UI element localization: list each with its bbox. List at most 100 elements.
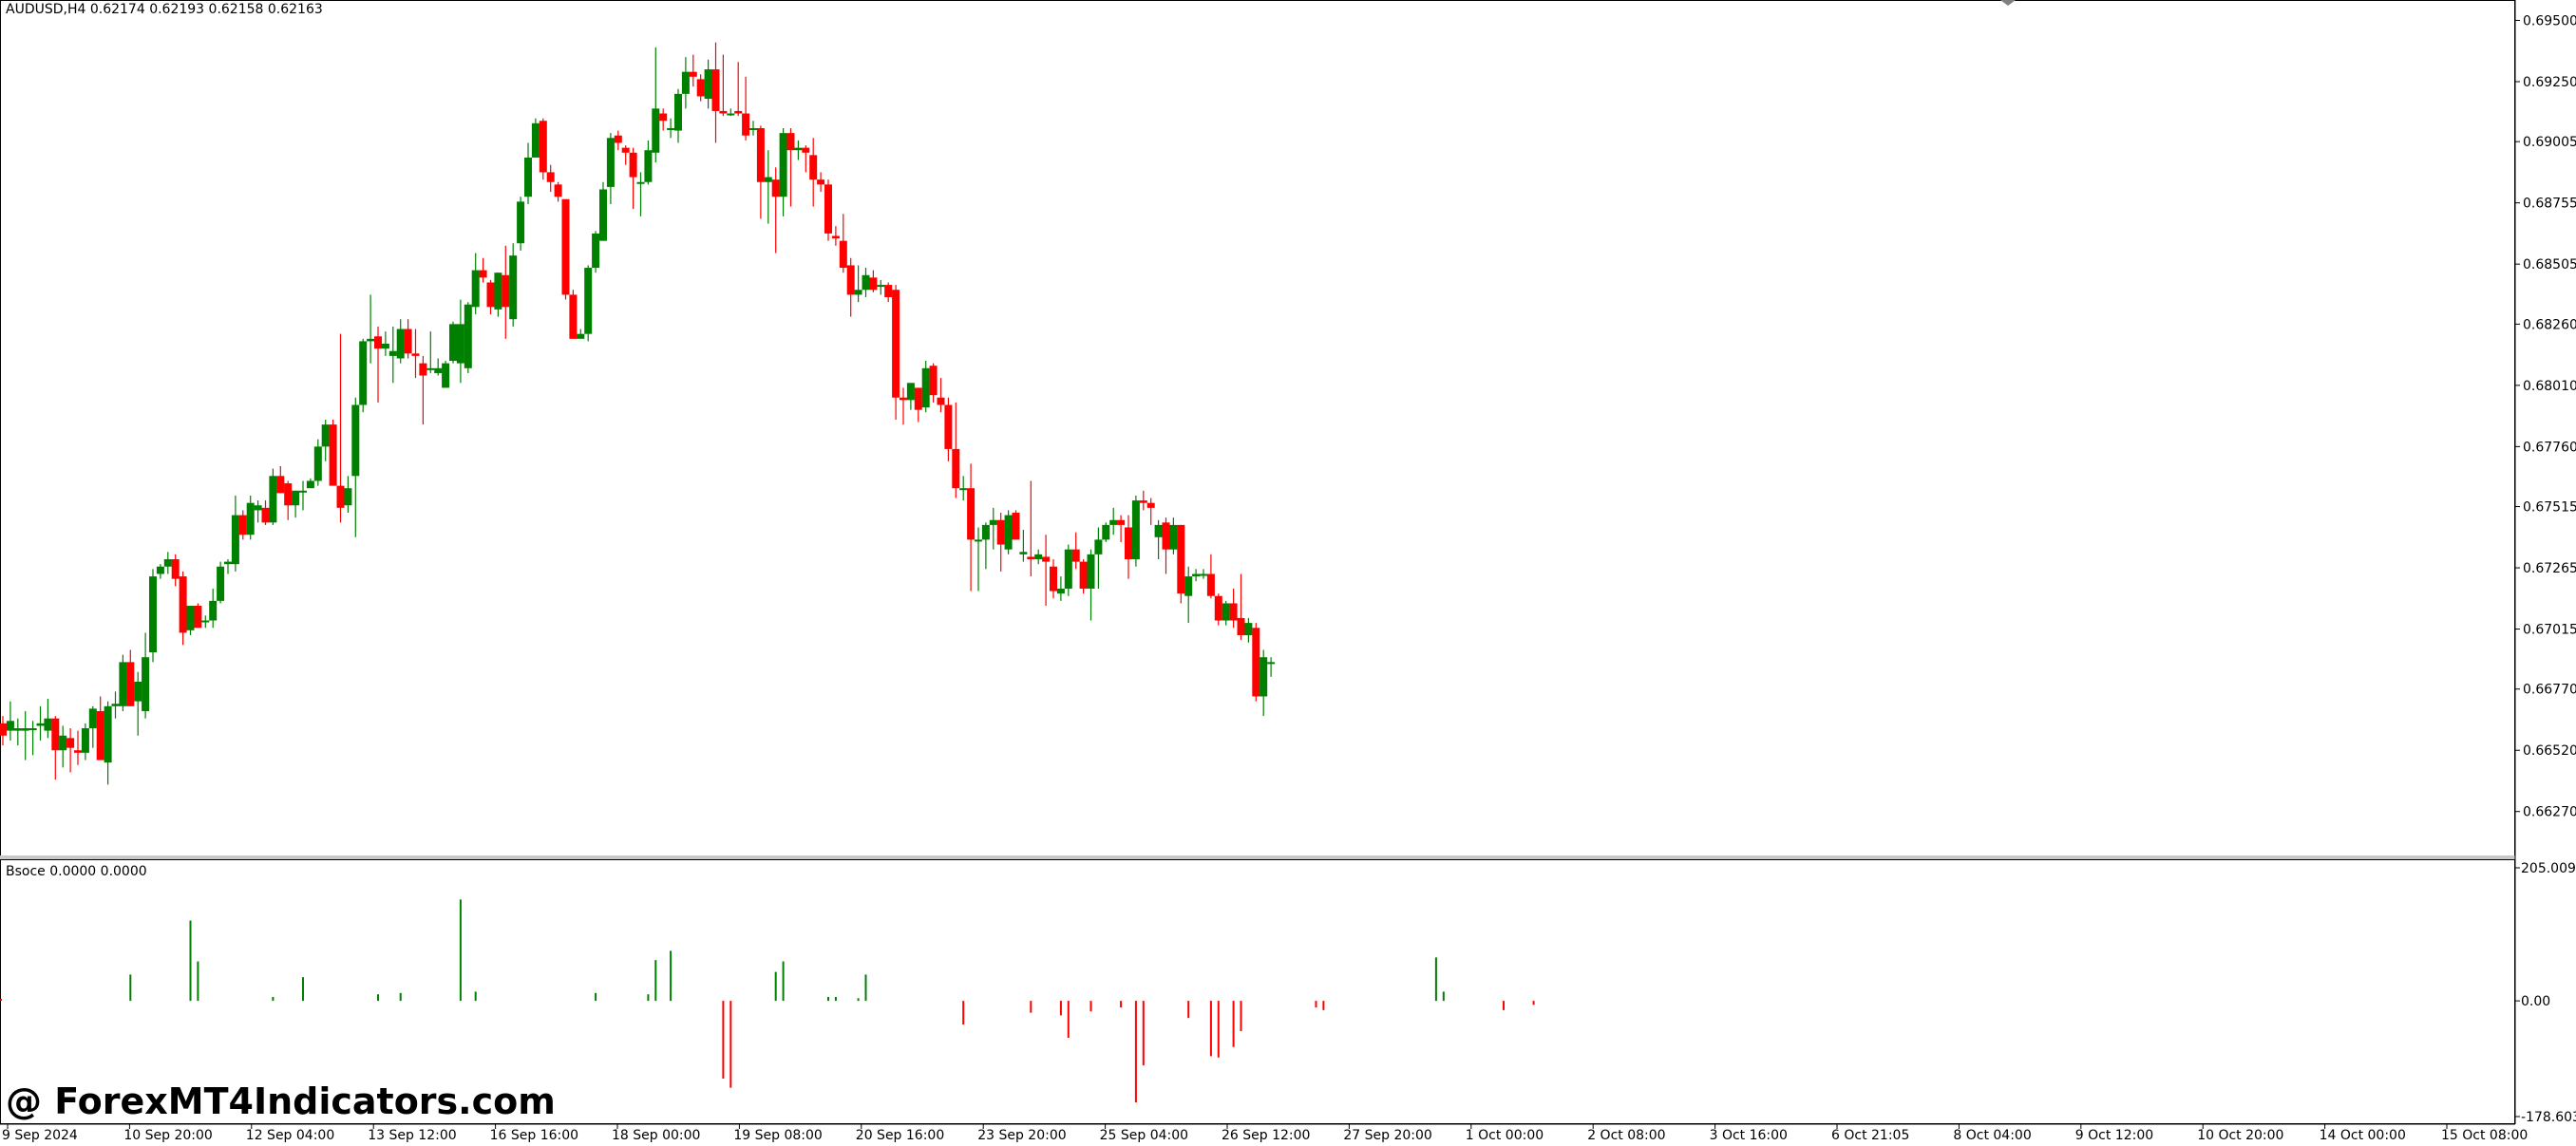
candle-body <box>546 172 555 182</box>
candle-body <box>689 71 697 77</box>
candle-body <box>238 515 247 535</box>
candle-body <box>134 682 142 702</box>
candle-body <box>419 363 427 376</box>
candle-body <box>1117 519 1126 525</box>
candle-body <box>36 723 45 726</box>
candle-body <box>906 383 915 401</box>
candle-body <box>1222 603 1230 621</box>
time-axis-label: 8 Oct 04:00 <box>1953 1128 2031 1142</box>
price-axis-label: 0.69005 <box>2523 135 2576 150</box>
candle-body <box>404 329 412 354</box>
candle-body <box>74 750 82 753</box>
price-axis-label: 0.69250 <box>2523 75 2576 90</box>
candle-body <box>614 135 622 143</box>
time-axis-label: 19 Sep 08:00 <box>733 1128 822 1142</box>
candle-body <box>1004 515 1013 550</box>
candle-body <box>502 274 510 308</box>
price-axis-label: 0.66270 <box>2523 805 2576 820</box>
candle-body <box>652 108 660 153</box>
candle-body <box>96 710 104 761</box>
indicator-axis-label: 205.0094 <box>2521 861 2576 876</box>
candle-body <box>531 122 540 158</box>
candle-body <box>1154 524 1163 537</box>
candle-body <box>921 367 930 408</box>
candle-body <box>1012 513 1020 540</box>
indicator-axis[interactable]: 205.0094 0.00 -178.6034 <box>2515 861 2576 1125</box>
candle-body <box>764 177 772 182</box>
candle-body <box>1192 573 1201 577</box>
candle-body <box>1206 573 1215 596</box>
candle-body <box>88 708 97 729</box>
candle-body <box>996 519 1005 545</box>
time-axis-label: 6 Oct 21:05 <box>1831 1128 1909 1142</box>
candle-body <box>704 69 712 100</box>
time-axis-label: 16 Sep 16:00 <box>490 1128 578 1142</box>
price-axis-label: 0.68260 <box>2523 317 2576 332</box>
candle-body <box>1125 527 1132 560</box>
candle-body <box>734 110 743 114</box>
candle-body <box>719 110 728 114</box>
chart-shift-marker-icon[interactable] <box>2000 0 2016 6</box>
candle-body <box>344 488 352 506</box>
candle-body <box>351 404 360 477</box>
candle-body <box>839 240 847 269</box>
candle-body <box>989 519 997 525</box>
candle-body <box>142 657 150 711</box>
main-chart-frame <box>0 0 2515 856</box>
time-axis-label: 14 Oct 00:00 <box>2320 1128 2406 1142</box>
candle-body <box>1042 556 1051 562</box>
candle-body <box>1237 617 1245 635</box>
time-axis-label: 13 Sep 12:00 <box>368 1128 456 1142</box>
candle-body <box>975 539 982 542</box>
candle-body <box>81 728 89 753</box>
candle-body <box>434 367 443 373</box>
candle-body <box>28 728 37 731</box>
candle-body <box>659 113 668 122</box>
candle-body <box>771 179 780 197</box>
candle-body <box>944 404 953 449</box>
subwindow-separator[interactable] <box>0 855 2515 859</box>
candle-body <box>824 184 832 234</box>
candle-body <box>914 387 922 410</box>
time-axis[interactable]: 9 Sep 2024 10 Sep 20:00 12 Sep 04:00 13 Sep… <box>2 1124 2528 1143</box>
candle-body <box>261 507 270 523</box>
candle-body <box>779 133 787 197</box>
candle-body <box>629 152 637 178</box>
candle-body <box>388 350 397 356</box>
price-axis-label: 0.68505 <box>2523 257 2576 272</box>
candle-body <box>1244 623 1253 635</box>
candle-body <box>981 524 990 540</box>
candle-body <box>479 270 487 278</box>
main-chart-header: AUDUSD,H4 0.62174 0.62193 0.62158 0.6216… <box>6 2 323 17</box>
candle-body <box>1229 603 1238 621</box>
candle-body <box>1184 576 1193 596</box>
candle-body <box>749 127 757 130</box>
time-axis-label: 27 Sep 20:00 <box>1343 1128 1431 1142</box>
price-axis[interactable]: 0.69500 0.69250 0.69005 0.68755 0.68505 0.682… <box>2515 13 2576 820</box>
candle-body <box>66 738 75 748</box>
candle-body <box>284 483 293 506</box>
candle-body <box>186 606 195 630</box>
candle-body <box>163 559 172 567</box>
candle-body <box>1139 500 1147 503</box>
price-axis-label: 0.66770 <box>2523 683 2576 698</box>
candle-body <box>111 704 120 706</box>
candle-body <box>231 515 239 565</box>
candle-body <box>561 198 570 295</box>
candle-body <box>606 138 615 187</box>
candle-body <box>809 155 818 180</box>
candle-body <box>44 718 52 731</box>
candle-body <box>449 324 457 362</box>
candle-body <box>742 113 750 136</box>
candle-body <box>539 121 547 173</box>
candle-body <box>727 113 735 116</box>
candle-body <box>681 71 690 94</box>
candle-body <box>464 304 472 368</box>
candle-body <box>411 353 420 356</box>
candle-body <box>846 265 855 295</box>
candle-body <box>1087 554 1095 589</box>
candle-body <box>569 294 578 339</box>
candle-body <box>359 341 368 405</box>
